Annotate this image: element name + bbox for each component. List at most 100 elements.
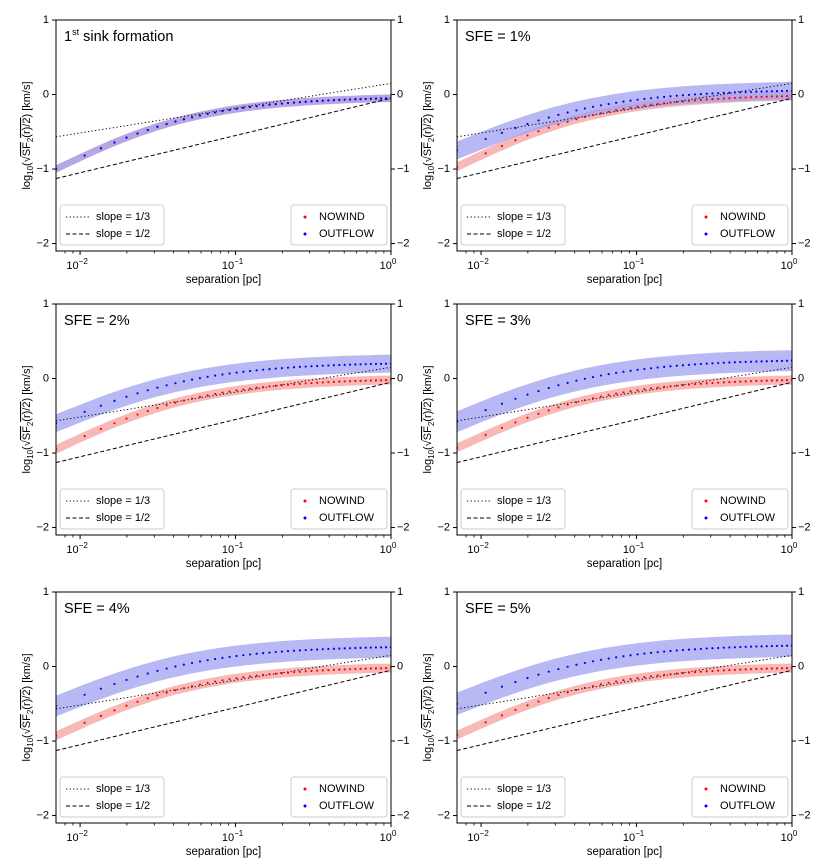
y-tick-label: −2 [437, 521, 450, 533]
outflow-point [228, 372, 231, 375]
axes-frame [55, 19, 392, 252]
nowind-point [687, 383, 691, 386]
nowind-point [547, 409, 550, 412]
y-label-sub: 10 [26, 737, 35, 746]
outflow-point [242, 106, 245, 109]
nowind-point [705, 670, 708, 673]
nowind-point [566, 403, 569, 406]
nowind-point [675, 672, 678, 675]
outflow-point [174, 382, 177, 385]
legend-right [691, 204, 789, 246]
y-tick-label: 1 [444, 298, 450, 310]
outflow-point [280, 102, 284, 105]
nowind-point [165, 691, 168, 694]
legend-marker [704, 215, 708, 219]
legend-label: NOWIND [319, 783, 365, 795]
y-label-sf: SF [21, 426, 33, 440]
nowind-point [675, 100, 678, 104]
nowind-point [760, 95, 763, 98]
nowind-point [374, 379, 378, 382]
outflow-band [56, 94, 391, 173]
outflow-point [760, 645, 763, 648]
nowind-band [457, 375, 792, 453]
outflow-point [733, 361, 736, 364]
y-label-units: [km/s] [21, 365, 33, 397]
y-label-root: √ [21, 155, 33, 162]
legend-left [59, 488, 165, 530]
nowind-point [125, 704, 128, 707]
outflow-point [304, 100, 307, 103]
nowind-point [354, 667, 357, 671]
nowind-point [547, 126, 550, 129]
nowind-point [343, 668, 346, 671]
legend-label: slope = 1/3 [497, 783, 551, 795]
outflow-point [125, 678, 128, 682]
outflow-point [190, 116, 194, 119]
outflow-point [262, 104, 265, 107]
legend-left [460, 204, 566, 246]
outflow-point [607, 373, 610, 376]
outflow-point [765, 90, 768, 93]
nowind-point [304, 382, 307, 385]
nowind-point [156, 406, 159, 410]
y-axis-label: log10(√SF2(r)/2) [km/s] [422, 81, 436, 189]
legend-marker [303, 215, 307, 219]
nowind-point [136, 413, 139, 416]
legend-label: slope = 1/2 [497, 512, 551, 524]
nowind-point [699, 98, 702, 102]
outflow-point [286, 101, 290, 105]
nowind-point [599, 395, 603, 398]
outflow-point [221, 656, 224, 659]
x-axis-label: separation [pc] [587, 558, 662, 570]
outflow-point [656, 96, 659, 99]
x-tick-exp: −2 [79, 541, 89, 550]
nowind-point [615, 109, 618, 112]
outflow-point [722, 646, 725, 649]
outflow-point [338, 647, 341, 650]
y-label-close: ) [422, 114, 434, 118]
panel-title: SFE = 2% [64, 313, 130, 329]
legend-marker [303, 787, 307, 791]
y-label-close: ) [21, 114, 33, 118]
outflow-point [775, 359, 779, 363]
nowind-point [575, 401, 578, 404]
outflow-point [711, 362, 714, 365]
nowind-point [711, 98, 714, 101]
nowind-point [722, 669, 725, 672]
nowind-point [332, 668, 335, 671]
legend-label: slope = 1/2 [497, 228, 551, 240]
nowind-band [56, 375, 391, 454]
nowind-point [359, 667, 362, 670]
outflow-point [310, 648, 313, 651]
nowind-point [338, 668, 341, 671]
nowind-point [693, 671, 697, 674]
outflow-point [643, 367, 646, 371]
y-tick-label-right: 0 [798, 88, 804, 100]
x-tick-base: 10 [66, 832, 78, 844]
nowind-point [785, 667, 789, 670]
outflow-point [537, 119, 540, 122]
outflow-point [615, 656, 618, 659]
nowind-point [566, 120, 569, 123]
nowind-point [711, 381, 714, 385]
nowind-point [607, 681, 610, 684]
y-tick-label-right: 0 [397, 660, 403, 672]
outflow-point [369, 646, 372, 649]
y-tick-label: −1 [36, 447, 49, 459]
x-tick-base: 10 [222, 832, 234, 844]
slope-half-line [457, 381, 792, 464]
outflow-point [722, 361, 725, 364]
y-tick-label-right: −2 [798, 809, 811, 821]
outflow-point [235, 107, 238, 110]
outflow-point [165, 384, 168, 387]
y-label-open: ( [422, 446, 434, 450]
outflow-band [457, 350, 792, 433]
outflow-point [599, 104, 603, 107]
y-label-sf: SF [21, 714, 33, 728]
outflow-point [198, 377, 202, 380]
outflow-point [622, 655, 625, 658]
outflow-point [354, 646, 357, 650]
outflow-band [457, 81, 792, 160]
legend-label: NOWIND [319, 211, 365, 223]
outflow-point [113, 399, 116, 402]
